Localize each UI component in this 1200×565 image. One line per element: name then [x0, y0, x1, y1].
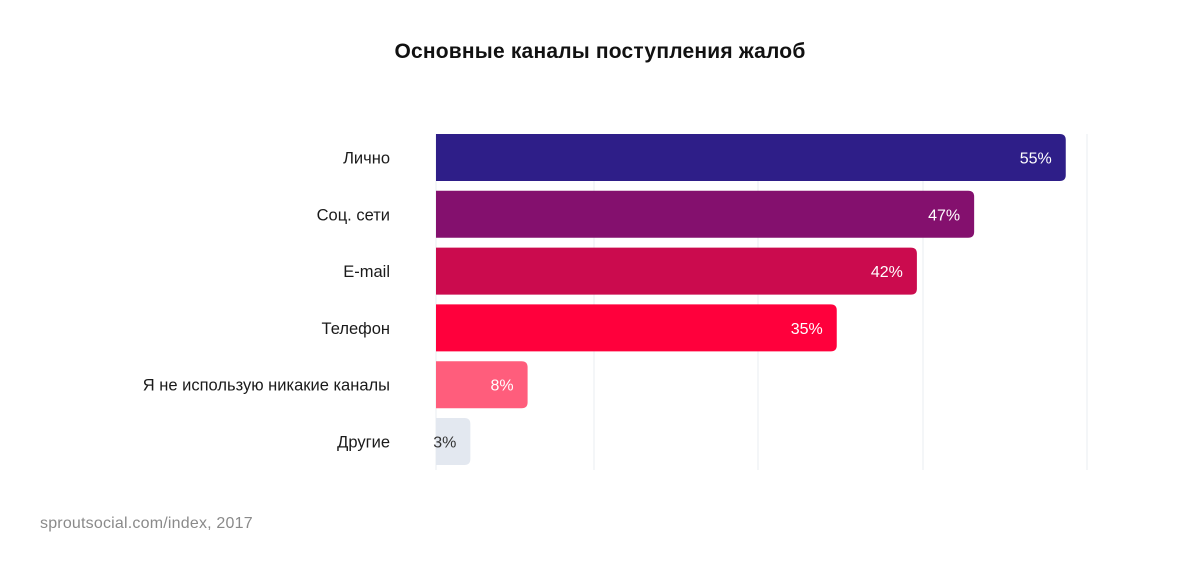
data-label: 8%: [490, 378, 513, 395]
data-label: 47%: [928, 207, 960, 224]
bar: [436, 361, 528, 409]
bar: [436, 304, 837, 352]
bar: [436, 418, 471, 465]
category-label: Соц. сети: [317, 206, 390, 224]
category-label: Другие: [337, 434, 390, 452]
bar: [436, 190, 975, 238]
data-label: 35%: [791, 321, 823, 338]
source-note: sproutsocial.com/index, 2017: [40, 515, 253, 532]
data-label: 55%: [1020, 151, 1052, 168]
category-label: Лично: [343, 150, 390, 168]
chart-title: Основные каналы поступления жалоб: [394, 40, 806, 63]
data-label: 42%: [871, 264, 903, 281]
data-label: 3%: [433, 435, 456, 452]
bar: [436, 134, 1066, 181]
gridlines: [435, 134, 1088, 470]
bar: [436, 247, 917, 295]
category-label: Я не использую никакие каналы: [143, 377, 390, 395]
category-label: E-mail: [343, 263, 390, 281]
category-label: Телефон: [322, 320, 390, 338]
